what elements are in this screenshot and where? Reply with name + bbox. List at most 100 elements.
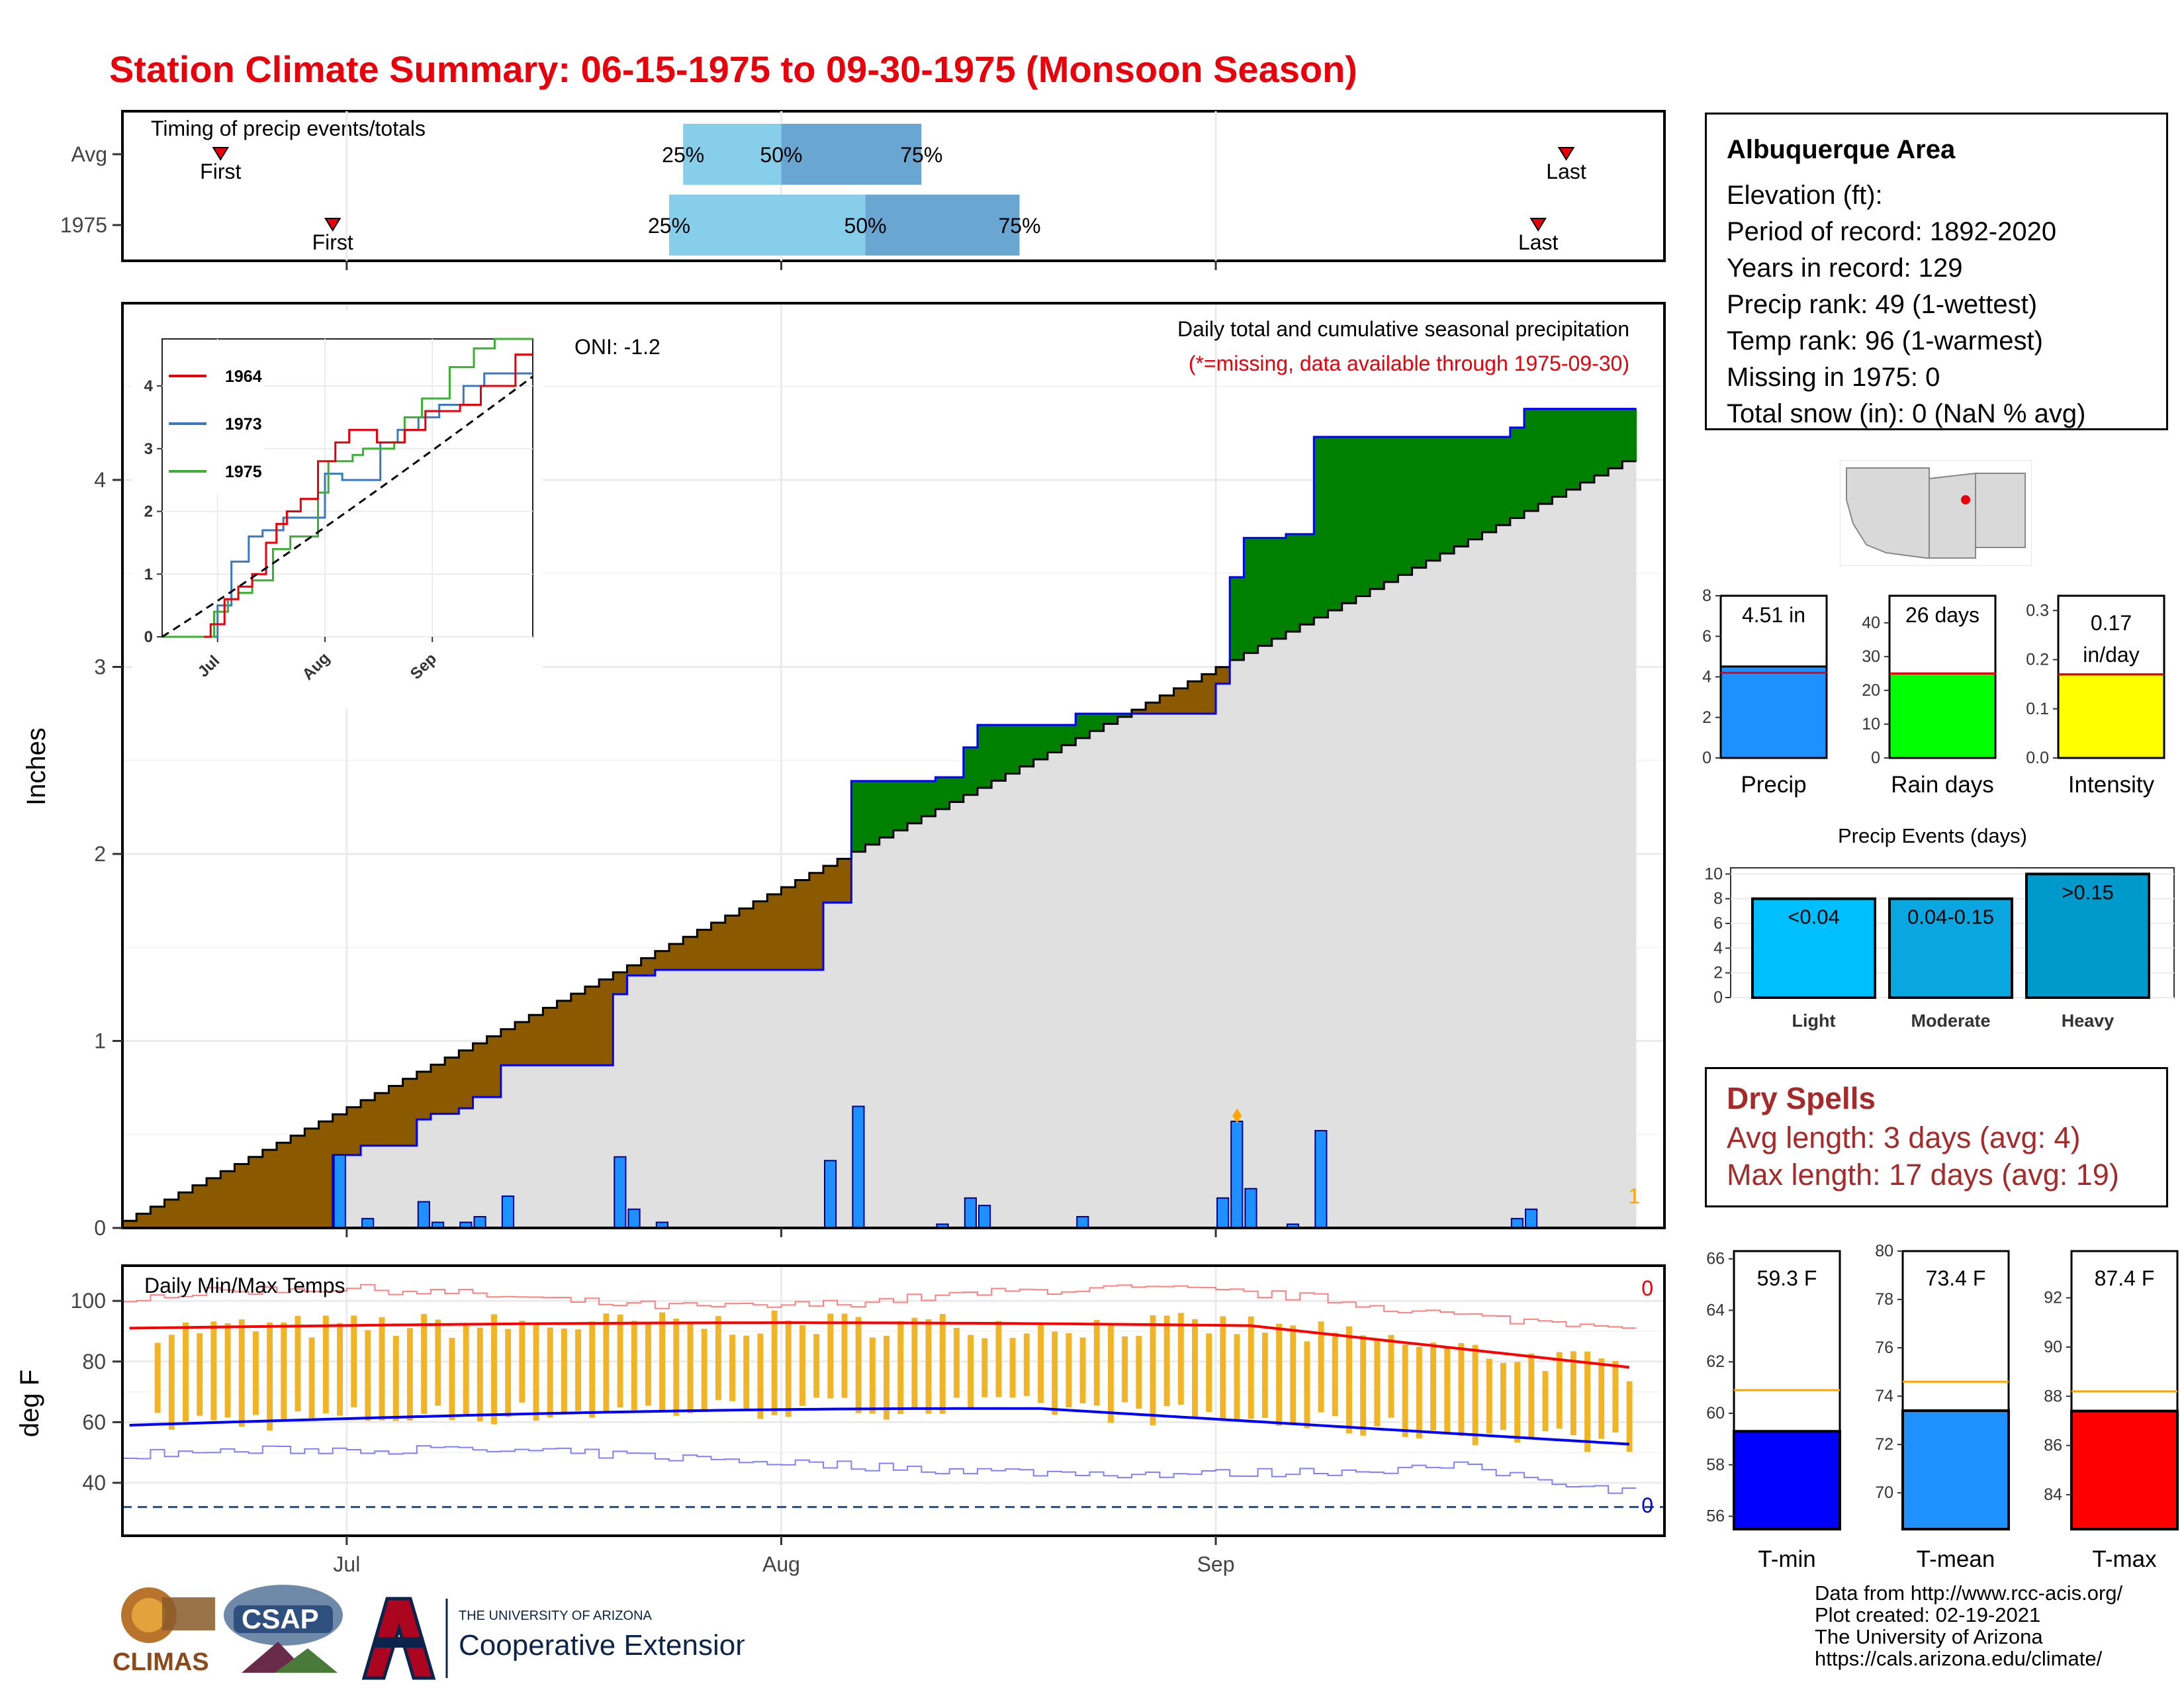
temp-count-bottom: 0 <box>1641 1493 1653 1517</box>
below-avg-fill <box>178 1192 193 1228</box>
ua-text: THE UNIVERSITY OF ARIZONA <box>459 1609 653 1623</box>
temp-summary-ytick-label: 58 <box>1706 1456 1725 1474</box>
above-avg-fill <box>1033 725 1048 760</box>
events-ytick-label: 2 <box>1713 964 1723 982</box>
daily-temp-bar <box>701 1329 707 1412</box>
daily-temp-bar <box>1318 1321 1324 1413</box>
summary-label: Precip <box>1741 772 1806 798</box>
above-avg-fill <box>1230 577 1244 661</box>
last-marker-icon <box>1557 147 1575 161</box>
avg-min-temp-line <box>129 1407 1629 1446</box>
daily-temp-bar <box>351 1315 357 1407</box>
svg-text:CLIMAS: CLIMAS <box>113 1648 209 1676</box>
temp-summary-ytick-label: 60 <box>1706 1404 1725 1423</box>
location-map <box>1840 460 2032 566</box>
below-avg-fill <box>136 1213 151 1228</box>
daily-temp-bar <box>617 1314 623 1408</box>
temp-summary-ytick-label: 62 <box>1706 1352 1725 1371</box>
above-avg-fill <box>1384 437 1398 583</box>
below-avg-fill <box>206 1178 221 1228</box>
daily-temp-bar <box>827 1313 834 1399</box>
daily-temp-bar <box>1276 1323 1283 1426</box>
summary-label: Rain days <box>1891 772 1994 798</box>
station-marker <box>1961 495 1970 504</box>
inset-avg-line <box>161 375 533 638</box>
temp-xtick-label: Sep <box>1197 1552 1235 1576</box>
dry-spells-title: Dry Spells <box>1727 1081 1876 1115</box>
daily-temp-bar <box>1248 1316 1254 1419</box>
timing-p50-label: 50% <box>844 214 887 238</box>
events-bar-text: <0.04 <box>1788 906 1839 929</box>
coop-text: Cooperative Extension <box>459 1629 745 1662</box>
temp-frame <box>121 1264 1666 1537</box>
below-avg-fill <box>1146 702 1160 714</box>
daily-temp-bar <box>533 1325 539 1421</box>
daily-temp-bar <box>939 1314 946 1414</box>
temp-xtick-label: Jul <box>333 1552 360 1576</box>
temp-summary-ytick-label: 86 <box>2044 1436 2062 1455</box>
daily-temp-bar <box>673 1318 680 1416</box>
station-name: Albuquerque Area <box>1727 135 1956 164</box>
above-avg-fill <box>1552 408 1567 497</box>
temp-summary-bar <box>2070 1409 2179 1530</box>
below-avg-fill <box>753 901 768 970</box>
above-avg-fill <box>893 780 908 831</box>
above-avg-fill <box>1454 437 1469 547</box>
daily-temp-bar <box>1388 1335 1394 1418</box>
temp-summary-ytick-label: 72 <box>1875 1435 1893 1454</box>
temp-ytick-label: 100 <box>71 1289 106 1313</box>
daily-temp-bar <box>238 1319 245 1427</box>
summary-ytick-label: 0 <box>1871 749 1880 767</box>
below-avg-fill <box>627 965 642 976</box>
temp-summary-bars: 56 58 60 62 64 66 59.3 F T-min 70 72 74 76 78 80 73.4 … <box>1706 1242 2179 1572</box>
daily-temp-bar <box>1136 1336 1142 1409</box>
precip-areas <box>121 408 1637 1229</box>
daily-temp-bar <box>519 1321 525 1403</box>
above-avg-fill <box>1300 534 1314 625</box>
ua-logo <box>361 1597 436 1680</box>
timing-p25-label: 25% <box>662 143 704 167</box>
daily-temp-bar <box>968 1335 974 1408</box>
daily-temp-bar <box>1052 1331 1058 1415</box>
daily-temp-bar <box>1332 1333 1338 1417</box>
summary-ytick-label: 20 <box>1862 681 1880 700</box>
avg-cumulative-line <box>121 460 1637 1228</box>
timing-last-label: Last <box>1546 160 1586 183</box>
below-avg-fill <box>1173 688 1189 714</box>
temp-panel: 40 60 80 100 Jul Aug Sep deg F Daily Min/Max T… <box>15 1264 1666 1576</box>
temp-summary-ytick-label: 80 <box>1875 1242 1893 1260</box>
below-avg-fill <box>459 1050 474 1109</box>
below-avg-fill <box>304 1128 320 1228</box>
above-avg-fill <box>935 777 950 810</box>
above-avg-fill <box>1439 437 1455 554</box>
above-avg-fill <box>1426 437 1441 561</box>
timing-bar-25-50 <box>683 124 782 185</box>
below-avg-fill <box>515 1021 529 1066</box>
above-avg-fill <box>865 780 880 845</box>
above-avg-fill <box>921 780 936 816</box>
daily-temp-bar <box>729 1335 735 1401</box>
temp-summary-ytick-label: 66 <box>1706 1250 1725 1268</box>
daily-temp-bar <box>463 1324 469 1415</box>
daily-temp-bar <box>1542 1371 1549 1432</box>
daily-temp-bar <box>659 1312 666 1413</box>
record-low-line <box>122 1445 1637 1494</box>
daily-temp-bar <box>1066 1333 1072 1408</box>
below-avg-fill <box>291 1135 305 1228</box>
daily-temp-bar <box>925 1319 932 1414</box>
summary-title: 0.17 <box>2091 611 2132 635</box>
daily-temp-bar <box>491 1314 497 1425</box>
inset-legend-label: 1975 <box>225 463 262 481</box>
temp-summary-title: 87.4 F <box>2095 1266 2155 1290</box>
below-avg-fill <box>1187 681 1203 714</box>
precip-ytick-label: 3 <box>94 655 106 679</box>
below-avg-fill <box>641 958 656 976</box>
summary-ytick-label: 0.0 <box>2026 749 2049 767</box>
below-avg-fill <box>725 915 740 970</box>
above-avg-fill <box>1103 714 1118 724</box>
summary-ytick-label: 0.2 <box>2026 651 2049 669</box>
missing-count: 1 <box>1628 1184 1640 1208</box>
below-avg-fill <box>697 929 712 970</box>
temp-summary-ytick-label: 88 <box>2044 1387 2062 1405</box>
below-avg-fill <box>361 1100 375 1146</box>
